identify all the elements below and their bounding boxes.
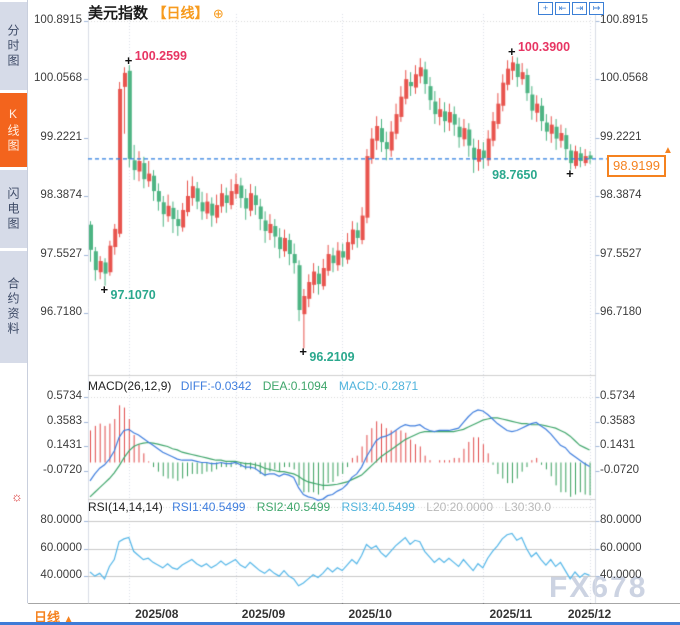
y-axis-label: 0.3583 bbox=[46, 414, 82, 427]
macd-header: MACD(26,12,9) DIFF:-0.0342 DEA:0.1094 MA… bbox=[88, 379, 418, 393]
sidebar-tab-lightning-chart[interactable]: 闪电图 bbox=[0, 170, 27, 248]
swing-low-label: 97.1070 bbox=[110, 287, 156, 302]
x-axis-label: 2025/09 bbox=[241, 607, 286, 621]
x-axis-label: 2025/11 bbox=[489, 607, 533, 621]
period-selector-label: 日线 bbox=[34, 610, 61, 625]
y-axis-label: 0.1431 bbox=[46, 439, 82, 452]
period-up-triangle-icon: ▲ bbox=[63, 614, 74, 625]
y-axis-label: 80.0000 bbox=[600, 514, 642, 526]
rsi2-value: RSI2:40.5499 bbox=[256, 500, 331, 514]
price-marker-cross: + bbox=[566, 165, 574, 181]
y-axis-label: 96.7180 bbox=[40, 305, 82, 318]
scale-right-icon[interactable]: ⇥ bbox=[572, 2, 587, 15]
y-axis-label: 98.3874 bbox=[40, 189, 82, 202]
y-axis-label: -0.0720 bbox=[600, 463, 640, 476]
y-axis-label: 40.0000 bbox=[40, 569, 82, 582]
rsi-title: RSI(14,14,14) bbox=[88, 500, 163, 514]
y-axis-label: 97.5527 bbox=[600, 247, 642, 260]
y-axis-label: 100.0568 bbox=[34, 72, 82, 85]
sidebar: 分时图 K线图 闪电图 合约资料 ☼ bbox=[0, 0, 28, 603]
y-axis-label: 98.3874 bbox=[600, 189, 642, 202]
y-axis-label: 0.3583 bbox=[600, 414, 636, 427]
y-axis-label: 80.0000 bbox=[40, 514, 82, 526]
rsi-header: RSI(14,14,14) RSI1:40.5499 RSI2:40.5499 … bbox=[88, 500, 551, 514]
bottom-window-strip bbox=[0, 622, 680, 625]
price-marker-cross: + bbox=[124, 53, 133, 69]
sidebar-tab-contract-info[interactable]: 合约资料 bbox=[0, 251, 27, 363]
y-axis-label: 40.0000 bbox=[600, 569, 642, 582]
x-axis-label: 2025/10 bbox=[348, 607, 392, 621]
period-tag: 【日线】 bbox=[152, 5, 209, 21]
y-axis-label: 100.8915 bbox=[600, 14, 648, 26]
rsi-l30-value: L30:30.0 bbox=[504, 500, 552, 514]
instrument-title: 美元指数 bbox=[88, 5, 149, 22]
macd-title: MACD(26,12,9) bbox=[88, 379, 172, 393]
rsi1-value: RSI1:40.5499 bbox=[172, 500, 246, 514]
macd-macd-value: MACD:-0.2871 bbox=[338, 379, 419, 393]
price-up-arrow-icon: ▲ bbox=[663, 144, 673, 156]
y-axis-label: 0.1431 bbox=[600, 439, 636, 452]
y-axis-label: 60.0000 bbox=[600, 541, 642, 554]
y-axis-label: 100.8915 bbox=[34, 14, 82, 26]
y-axis-label: 0.5734 bbox=[46, 389, 82, 402]
macd-dea-value: DEA:0.1094 bbox=[262, 379, 328, 393]
swing-low-label: 98.7650 bbox=[492, 167, 538, 182]
bottom-bar: 日线 ▲ bbox=[0, 604, 680, 625]
rsi3-value: RSI3:40.5499 bbox=[341, 500, 415, 514]
y-axis-label: 0.5734 bbox=[600, 389, 636, 402]
current-price-badge: 98.9199 bbox=[607, 154, 666, 177]
y-axis-label: -0.0720 bbox=[42, 463, 82, 476]
rsi-l20-value: L20:20.0000 bbox=[426, 500, 493, 514]
y-axis-label: 100.0568 bbox=[600, 72, 648, 85]
period-selector[interactable]: 日线 ▲ bbox=[34, 607, 74, 625]
titlebar: 美元指数 【日线】 ⊕ bbox=[88, 2, 224, 22]
sidebar-tab-kline-chart[interactable]: K线图 bbox=[0, 93, 27, 167]
chart-toolbar: + ⇤ ⇥ ↦ bbox=[538, 2, 604, 15]
price-marker-cross: + bbox=[299, 344, 307, 360]
crosshair-icon[interactable]: + bbox=[538, 2, 553, 15]
price-marker-cross: + bbox=[507, 44, 516, 60]
price-marker-cross: + bbox=[100, 281, 109, 297]
indicator-settings-icon[interactable]: ☼ bbox=[11, 489, 23, 504]
circle-plus-icon[interactable]: ⊕ bbox=[212, 6, 224, 21]
y-axis-label: 97.5527 bbox=[40, 247, 82, 260]
x-axis-label: 2025/08 bbox=[135, 607, 179, 621]
swing-high-label: 100.2599 bbox=[134, 49, 187, 64]
y-axis-label: 96.7180 bbox=[600, 305, 642, 318]
sidebar-tab-time-chart[interactable]: 分时图 bbox=[0, 2, 27, 90]
scale-left-icon[interactable]: ⇤ bbox=[555, 2, 570, 15]
x-axis-label: 2025/12 bbox=[567, 607, 612, 621]
y-axis-label: 99.2221 bbox=[40, 130, 82, 143]
pan-right-icon[interactable]: ↦ bbox=[589, 2, 604, 15]
swing-low-label: 96.2109 bbox=[309, 350, 355, 365]
y-axis-label: 60.0000 bbox=[40, 541, 82, 554]
macd-diff-value: DIFF:-0.0342 bbox=[180, 379, 252, 393]
swing-high-label: 100.3900 bbox=[517, 40, 571, 55]
y-axis-label: 99.2221 bbox=[600, 130, 642, 143]
